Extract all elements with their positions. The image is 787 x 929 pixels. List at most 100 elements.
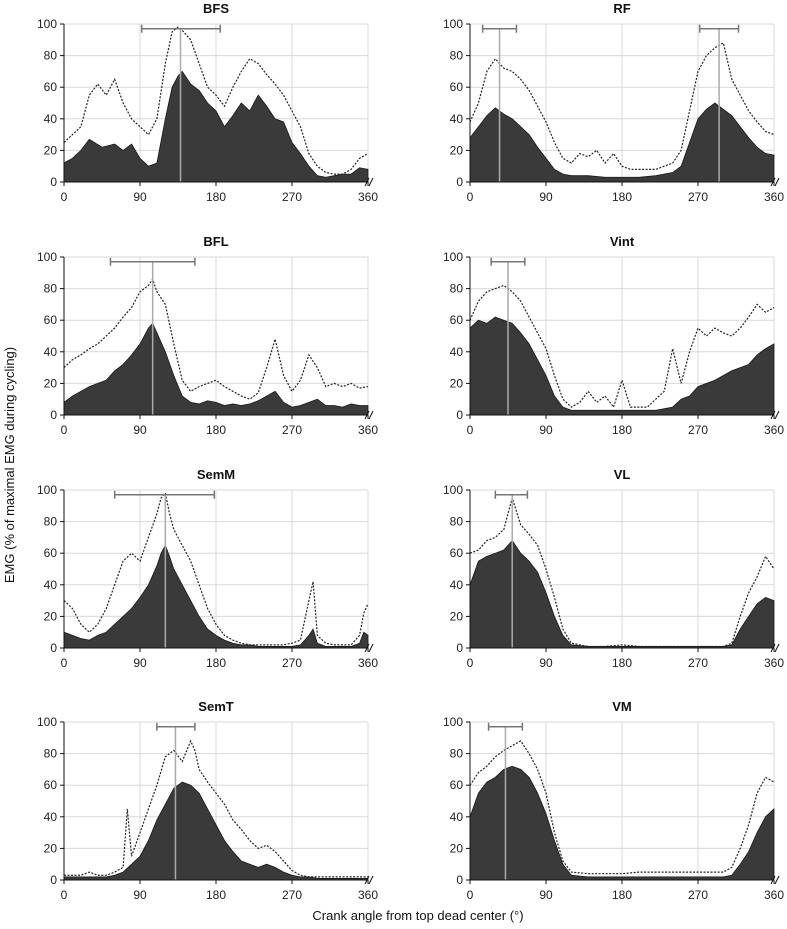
x-tick-label: 0 — [61, 888, 68, 902]
axis-break-mark — [770, 177, 780, 187]
y-tick-label: 0 — [50, 175, 57, 189]
series-upper-line — [469, 495, 775, 648]
y-tick-label: 0 — [50, 873, 57, 887]
x-tick-label: 90 — [539, 423, 553, 437]
axis-break-mark — [364, 177, 374, 187]
x-tick-label: 270 — [688, 888, 708, 902]
y-tick-label: 100 — [443, 715, 463, 729]
x-tick-label: 270 — [688, 423, 708, 437]
x-tick-label: 360 — [358, 190, 378, 204]
y-tick-label: 100 — [37, 250, 57, 264]
x-tick-label: 180 — [206, 423, 226, 437]
x-tick-label: 180 — [612, 190, 632, 204]
y-tick-label: 60 — [450, 313, 464, 327]
x-tick-label: 0 — [467, 423, 474, 437]
panel-bfs: 0 20 40 60 80 100 0 90 180 270 360 BFS — [37, 1, 378, 204]
y-tick-label: 0 — [50, 408, 57, 422]
y-tick-label: 20 — [450, 609, 464, 623]
y-tick-label: 80 — [450, 515, 464, 529]
y-tick-label: 100 — [37, 483, 57, 497]
y-tick-label: 40 — [44, 578, 58, 592]
series-mean-area — [469, 765, 775, 881]
panel-semm: 0 20 40 60 80 100 0 90 180 270 360 SemM — [37, 467, 378, 670]
x-tick-label: 270 — [282, 190, 302, 204]
series-mean-area — [63, 544, 369, 649]
y-tick-label: 40 — [450, 345, 464, 359]
x-tick-label: 0 — [61, 190, 68, 204]
axis-break-mark — [364, 410, 374, 420]
x-tick-label: 90 — [133, 423, 147, 437]
series-upper-line — [469, 42, 775, 170]
panel-title: SemM — [197, 467, 235, 482]
series-upper-line — [63, 491, 369, 646]
y-tick-label: 40 — [450, 578, 464, 592]
x-tick-label: 90 — [539, 656, 553, 670]
y-tick-label: 60 — [44, 778, 58, 792]
x-tick-label: 90 — [133, 888, 147, 902]
x-tick-label: 270 — [282, 423, 302, 437]
y-tick-label: 20 — [44, 376, 58, 390]
y-tick-label: 20 — [44, 609, 58, 623]
y-tick-label: 20 — [450, 143, 464, 157]
y-tick-label: 100 — [443, 17, 463, 31]
y-tick-label: 80 — [450, 282, 464, 296]
panel-vint: 0 20 40 60 80 100 0 90 180 270 360 Vint — [443, 234, 784, 437]
panel-title: SemT — [198, 699, 233, 714]
y-tick-label: 40 — [44, 112, 58, 126]
x-tick-label: 360 — [764, 423, 784, 437]
y-tick-label: 100 — [443, 483, 463, 497]
x-tick-label: 0 — [467, 888, 474, 902]
x-tick-label: 90 — [539, 888, 553, 902]
series-mean-area — [63, 322, 369, 416]
y-tick-label: 80 — [450, 49, 464, 63]
x-tick-label: 360 — [358, 656, 378, 670]
y-tick-label: 20 — [450, 376, 464, 390]
x-tick-label: 0 — [467, 656, 474, 670]
y-tick-label: 60 — [44, 80, 58, 94]
series-upper-line — [469, 740, 775, 875]
x-tick-label: 0 — [61, 423, 68, 437]
x-tick-label: 180 — [612, 656, 632, 670]
series-upper-line — [63, 277, 369, 400]
y-tick-label: 80 — [44, 49, 58, 63]
x-axis-title: Crank angle from top dead center (°) — [312, 908, 523, 923]
y-tick-label: 40 — [450, 112, 464, 126]
series-upper-line — [63, 26, 369, 175]
x-tick-label: 270 — [688, 190, 708, 204]
x-tick-label: 180 — [206, 656, 226, 670]
axis-break-mark — [364, 875, 374, 885]
panel-vl: 0 20 40 60 80 100 0 90 180 270 360 VL — [443, 467, 784, 670]
panel-title: VL — [614, 467, 631, 482]
x-tick-label: 360 — [764, 656, 784, 670]
series-upper-line — [469, 284, 775, 409]
x-tick-label: 90 — [133, 190, 147, 204]
x-tick-label: 180 — [612, 888, 632, 902]
y-tick-label: 0 — [456, 408, 463, 422]
y-tick-label: 60 — [450, 546, 464, 560]
y-tick-label: 80 — [450, 747, 464, 761]
y-tick-label: 40 — [450, 810, 464, 824]
y-tick-label: 0 — [456, 175, 463, 189]
axis-break-mark — [364, 643, 374, 653]
y-tick-label: 0 — [456, 873, 463, 887]
y-tick-label: 60 — [450, 80, 464, 94]
x-tick-label: 90 — [539, 190, 553, 204]
y-tick-label: 40 — [44, 345, 58, 359]
panel-vm: 0 20 40 60 80 100 0 90 180 270 360 VM — [443, 699, 784, 902]
y-tick-label: 0 — [50, 641, 57, 655]
axis-break-mark — [770, 875, 780, 885]
axis-break-mark — [770, 643, 780, 653]
x-tick-label: 180 — [612, 423, 632, 437]
y-tick-label: 20 — [450, 841, 464, 855]
y-tick-label: 80 — [44, 747, 58, 761]
series-mean-area — [63, 70, 369, 183]
y-tick-label: 40 — [44, 810, 58, 824]
y-tick-label: 80 — [44, 515, 58, 529]
y-tick-label: 100 — [443, 250, 463, 264]
y-tick-label: 80 — [44, 282, 58, 296]
y-tick-label: 20 — [44, 841, 58, 855]
x-tick-label: 270 — [282, 888, 302, 902]
y-tick-label: 60 — [44, 546, 58, 560]
x-tick-label: 360 — [764, 190, 784, 204]
